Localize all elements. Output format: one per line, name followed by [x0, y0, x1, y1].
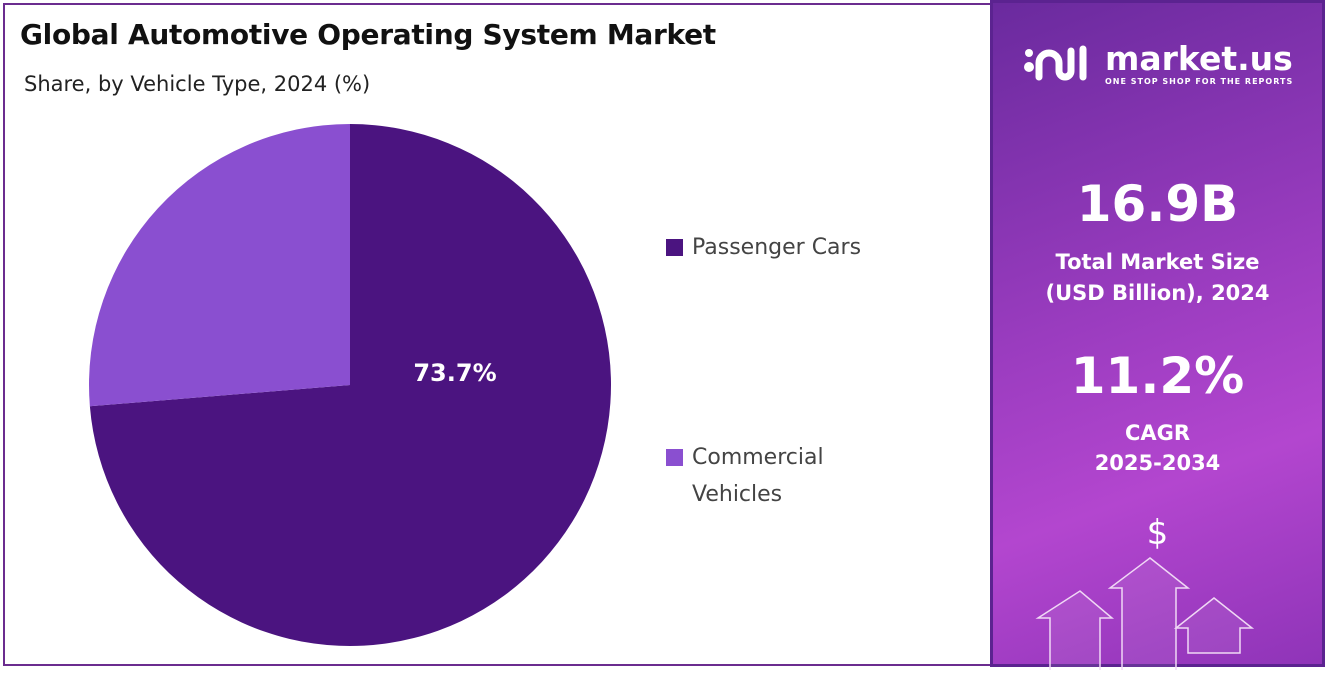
market-size-value: 16.9B [1076, 175, 1239, 233]
dollar-icon: $ [1146, 513, 1169, 553]
cagr-label: CAGR [1124, 421, 1191, 445]
legend-swatch [666, 449, 683, 466]
logo-icon [1024, 45, 1087, 81]
legend-label: Commercial Vehicles [692, 439, 824, 513]
cagr-value: 11.2% [1070, 347, 1245, 405]
legend-label: Passenger Cars [692, 235, 862, 260]
legend-swatch [666, 239, 683, 256]
legend-label-line2: Vehicles [692, 482, 783, 507]
market-size-label-1: Total Market Size [1055, 250, 1260, 274]
pie-slice-commercial-vehicles [89, 124, 350, 407]
chart-subtitle: Share, by Vehicle Type, 2024 (%) [24, 72, 371, 96]
cagr-period: 2025-2034 [1094, 451, 1221, 475]
growth-arrows-icon [1035, 557, 1255, 670]
market-size-label-2: (USD Billion), 2024 [1045, 281, 1270, 305]
legend-item-commercial-vehicles: Commercial Vehicles [666, 439, 824, 513]
pie-slice-passenger-cars [89, 124, 612, 646]
data-label-passenger-cars: 73.7% [413, 359, 496, 387]
summary-panel: market.us ONE STOP SHOP FOR THE REPORTS … [990, 0, 1325, 670]
chart-title: Global Automotive Operating System Marke… [20, 18, 716, 51]
brand-name: market.us [1105, 39, 1293, 78]
brand-tagline: ONE STOP SHOP FOR THE REPORTS [1105, 77, 1294, 86]
pie-chart: 73.7% [89, 124, 612, 646]
market-us-logo: market.us ONE STOP SHOP FOR THE REPORTS [1023, 39, 1293, 89]
legend-label-line1: Commercial [692, 445, 824, 470]
legend-item-passenger-cars: Passenger Cars [666, 229, 861, 266]
